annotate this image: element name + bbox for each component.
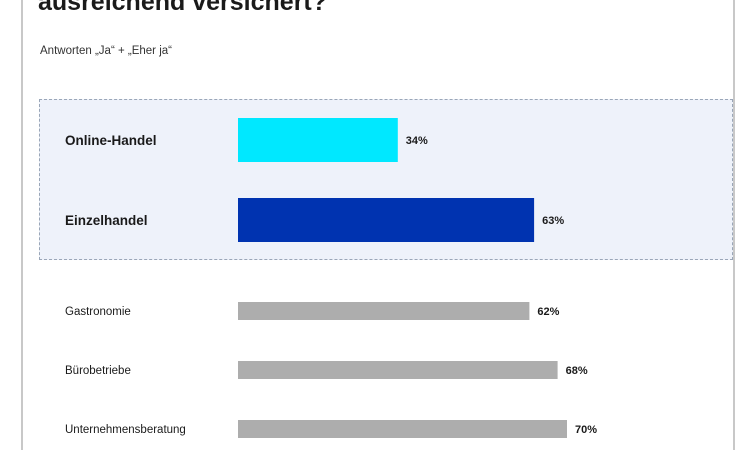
frame-right-border xyxy=(733,0,735,450)
category-label-gastronomie: Gastronomie xyxy=(65,306,131,318)
category-label-einzelhandel: Einzelhandel xyxy=(65,213,148,228)
value-label-einzelhandel: 63% xyxy=(542,215,564,227)
category-label-unternehmensberatung: Unternehmensberatung xyxy=(65,424,186,436)
category-label-buerobetriebe: Bürobetriebe xyxy=(65,365,131,377)
chart-title: ausreichend versichert? xyxy=(38,0,328,16)
value-label-buerobetriebe: 68% xyxy=(566,365,588,377)
value-label-online-handel: 34% xyxy=(406,135,428,147)
value-label-gastronomie: 62% xyxy=(537,306,559,318)
bar-buerobetriebe xyxy=(238,361,558,379)
bar-unternehmensberatung xyxy=(238,420,567,438)
bar-gastronomie xyxy=(238,302,530,320)
bar-einzelhandel xyxy=(238,198,535,242)
value-label-unternehmensberatung: 70% xyxy=(575,424,597,436)
bar-online-handel xyxy=(238,118,398,162)
chart-subtitle: Antworten „Ja“ + „Eher ja“ xyxy=(40,45,172,57)
category-label-online-handel: Online-Handel xyxy=(65,133,157,148)
frame-left-border xyxy=(21,0,23,450)
